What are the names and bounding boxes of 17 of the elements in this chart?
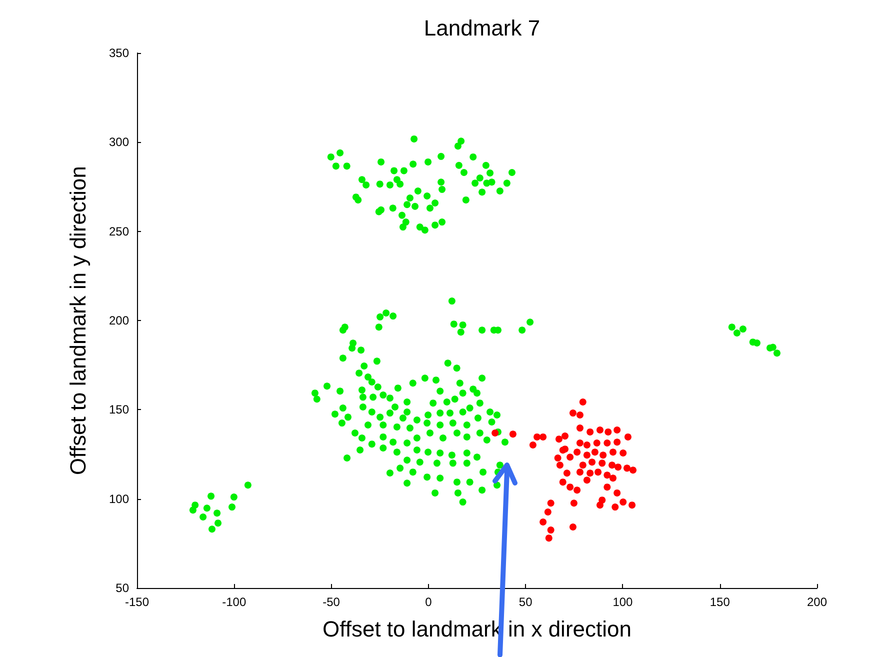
x-tick-label: 100 [612,595,634,609]
y-tick-label: 350 [108,46,130,60]
y-tick-label: 50 [116,581,130,595]
chart-title: Landmark 7 [424,16,540,40]
x-tick-label: 50 [518,595,533,609]
x-tick-label: 0 [425,595,432,609]
x-tick-label: -100 [222,595,246,609]
y-tick-label: 150 [108,402,130,417]
x-tick-label: 150 [710,595,730,609]
y-tick-label: 100 [108,492,130,506]
y-axis-title: Offset to landmark in y direction [66,166,90,475]
y-tick-label: 200 [108,314,130,328]
x-tick-label: -50 [322,595,340,609]
x-tick-label: 200 [806,595,828,609]
y-tick-label: 250 [108,224,130,238]
y-tick-label: 300 [108,135,130,150]
x-tick-label: -150 [124,595,150,609]
